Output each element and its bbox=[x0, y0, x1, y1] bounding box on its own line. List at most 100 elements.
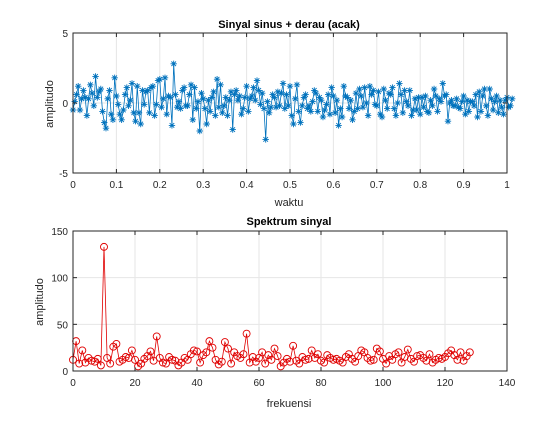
data-point bbox=[163, 111, 170, 118]
data-point bbox=[85, 95, 92, 102]
data-point bbox=[458, 98, 466, 105]
data-point bbox=[286, 83, 294, 90]
data-point bbox=[118, 116, 125, 123]
data-point bbox=[429, 102, 436, 109]
data-point bbox=[370, 87, 377, 94]
data-point bbox=[368, 91, 375, 98]
plot-sinyal: Sinyal sinus + derau (acak) waktu amplit… bbox=[44, 19, 516, 209]
data-point bbox=[162, 359, 170, 368]
data-point bbox=[234, 97, 242, 104]
data-point bbox=[106, 359, 115, 368]
data-point bbox=[212, 112, 219, 119]
data-point bbox=[75, 83, 82, 90]
data-point bbox=[217, 357, 226, 366]
data-point bbox=[111, 74, 118, 81]
data-point bbox=[93, 354, 102, 363]
data-point bbox=[213, 76, 221, 83]
data-point bbox=[488, 95, 495, 102]
data-point bbox=[175, 98, 183, 105]
data-point bbox=[366, 356, 375, 365]
data-point bbox=[274, 88, 282, 95]
data-point bbox=[434, 353, 443, 362]
data-point bbox=[305, 102, 313, 109]
data-point bbox=[474, 113, 481, 121]
data-point bbox=[351, 108, 358, 115]
y-tick-label: 50 bbox=[57, 320, 69, 331]
x-tick-label: 20 bbox=[129, 378, 141, 389]
data-point bbox=[390, 105, 398, 112]
data-point bbox=[417, 111, 424, 118]
data-point bbox=[134, 83, 141, 90]
data-point bbox=[120, 106, 127, 114]
data-point bbox=[132, 118, 139, 125]
x-axis-label: frekuensi bbox=[267, 398, 312, 410]
data-point bbox=[279, 80, 287, 87]
data-point bbox=[88, 90, 96, 97]
data-point bbox=[121, 91, 129, 98]
x-axis-label: waktu bbox=[274, 197, 304, 209]
data-point bbox=[137, 120, 144, 128]
data-point bbox=[293, 81, 301, 88]
data-point bbox=[186, 91, 193, 98]
data-point bbox=[81, 94, 89, 101]
data-point bbox=[337, 105, 344, 112]
data-point bbox=[356, 85, 363, 93]
data-point bbox=[298, 102, 306, 109]
x-tick-label: 0 bbox=[70, 180, 76, 191]
data-point bbox=[451, 102, 459, 109]
data-point bbox=[389, 84, 396, 91]
data-point bbox=[198, 90, 205, 97]
data-point bbox=[173, 104, 181, 111]
data-point bbox=[206, 108, 214, 115]
data-point bbox=[152, 332, 161, 341]
data-point bbox=[384, 105, 391, 112]
data-point bbox=[100, 242, 108, 251]
data-point bbox=[286, 357, 294, 366]
data-point bbox=[179, 87, 186, 94]
data-point bbox=[170, 60, 177, 67]
data-point bbox=[324, 91, 332, 98]
data-point bbox=[112, 339, 121, 348]
data-point bbox=[364, 112, 372, 119]
data-point bbox=[250, 84, 257, 91]
data-point bbox=[489, 106, 497, 114]
data-point bbox=[222, 94, 229, 101]
data-point bbox=[476, 88, 483, 95]
data-point bbox=[220, 102, 228, 109]
data-point bbox=[232, 87, 240, 94]
data-point bbox=[394, 348, 403, 357]
data-point bbox=[301, 355, 310, 364]
data-point bbox=[80, 87, 87, 94]
data-point bbox=[245, 108, 252, 115]
data-point bbox=[495, 109, 502, 116]
data-point bbox=[193, 347, 201, 356]
data-point bbox=[255, 87, 262, 94]
data-point bbox=[420, 104, 427, 111]
data-point bbox=[267, 355, 276, 364]
data-point bbox=[205, 337, 214, 346]
data-point bbox=[437, 98, 445, 105]
data-point bbox=[264, 98, 271, 105]
x-tick-label: 140 bbox=[499, 378, 516, 389]
data-point bbox=[203, 120, 210, 128]
data-point bbox=[349, 116, 356, 123]
data-point bbox=[95, 88, 103, 95]
data-point bbox=[140, 101, 148, 108]
data-point bbox=[425, 350, 434, 359]
data-point bbox=[377, 111, 384, 118]
data-point bbox=[453, 95, 460, 102]
data-point bbox=[257, 101, 264, 108]
data-point bbox=[295, 108, 302, 115]
data-point bbox=[265, 109, 273, 116]
data-point bbox=[312, 90, 320, 97]
data-point bbox=[331, 109, 339, 116]
data-point bbox=[259, 90, 266, 97]
data-point bbox=[187, 81, 195, 88]
x-tick-label: 0.4 bbox=[240, 180, 254, 191]
data-point bbox=[404, 102, 412, 109]
data-point bbox=[493, 92, 500, 100]
data-point bbox=[363, 99, 370, 107]
data-point bbox=[189, 116, 196, 123]
data-point bbox=[78, 346, 87, 355]
